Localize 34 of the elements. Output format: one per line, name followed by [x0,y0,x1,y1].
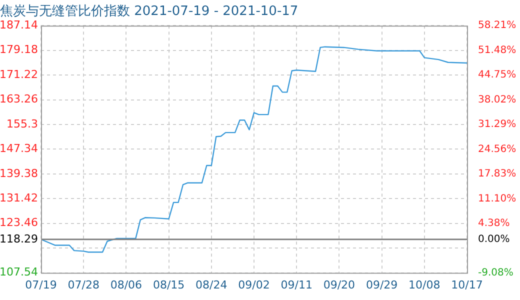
y-tick-label: 139.38 [0,166,38,180]
y2-tick-label: 24.56% [478,144,516,155]
y2-tick-label: 4.38% [478,218,510,229]
y-tick-label: 123.46 [0,216,38,230]
y2-tick-label: 51.48% [478,44,516,56]
x-tick-label: 08/15 [152,278,185,292]
y-tick-label: 118.29 [0,232,38,246]
y2-tick-label: 0.00% [478,234,510,246]
y2-tick-label: 38.02% [478,94,516,106]
y2-tick-label: -9.08% [478,267,514,278]
y2-tick-label: 44.75% [478,70,516,81]
y-tick-label: 131.42 [0,192,38,204]
y-tick-label: 179.18 [0,43,38,56]
x-tick-label: 09/02 [238,278,270,292]
chart-title: 焦炭与无缝管比价指数 2021-07-19 - 2021-10-17 [0,4,298,20]
y2-tick-label: 11.10% [478,193,516,204]
y-tick-label: 155.3 [6,117,38,130]
y2-tick-label: 17.83% [478,168,516,180]
y-tick-label: 187.14 [0,18,38,32]
x-tick-label: 10/17 [451,278,483,292]
y2-tick-label: 58.21% [478,20,516,32]
x-tick-label: 10/08 [408,278,440,292]
x-tick-label: 09/11 [280,278,312,292]
x-tick-label: 09/20 [323,278,356,292]
y2-tick-label: 31.29% [478,119,516,130]
x-tick-label: 09/29 [366,278,398,292]
x-tick-label: 07/19 [25,278,57,292]
y-tick-label: 147.34 [0,142,38,156]
y-tick-label: 163.26 [0,92,38,106]
x-tick-label: 08/06 [110,278,142,292]
x-tick-label: 08/24 [196,278,228,292]
y-tick-label: 171.22 [0,68,38,81]
x-tick-label: 07/28 [68,278,100,292]
y-tick-label: 107.54 [0,266,38,279]
